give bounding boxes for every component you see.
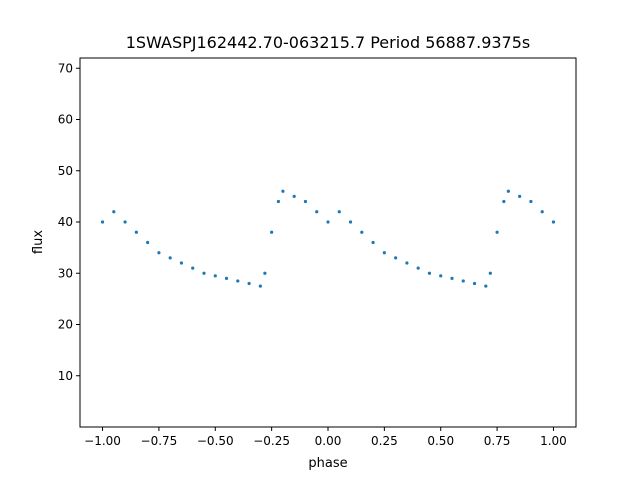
data-point bbox=[439, 274, 443, 278]
data-point bbox=[371, 240, 375, 245]
data-point bbox=[484, 284, 488, 288]
data-point bbox=[461, 279, 465, 283]
y-axis-label: flux bbox=[31, 230, 46, 254]
data-point bbox=[518, 194, 522, 198]
x-tick-label: −1.00 bbox=[84, 434, 121, 448]
data-point bbox=[123, 220, 127, 224]
data-point bbox=[405, 261, 409, 265]
chart-title: 1SWASPJ162442.70-063215.7 Period 56887.9… bbox=[126, 33, 531, 52]
data-point bbox=[179, 261, 184, 265]
data-point bbox=[263, 271, 267, 275]
data-point bbox=[472, 281, 477, 286]
y-tick-label: 70 bbox=[58, 61, 73, 75]
data-point bbox=[281, 189, 285, 193]
data-point bbox=[292, 194, 296, 198]
y-axis-ticks: 10 20 30 40 50 60 70 bbox=[58, 61, 80, 383]
x-tick-label: 1.00 bbox=[540, 434, 567, 448]
data-point bbox=[168, 256, 172, 260]
scatter-points bbox=[100, 189, 556, 288]
data-point bbox=[134, 230, 138, 234]
y-tick-label: 60 bbox=[58, 113, 73, 127]
data-point bbox=[529, 199, 533, 204]
data-point bbox=[488, 271, 492, 275]
data-point bbox=[394, 256, 398, 260]
data-point bbox=[551, 220, 556, 224]
y-tick-label: 30 bbox=[58, 266, 73, 280]
data-point bbox=[360, 230, 364, 234]
data-point bbox=[416, 266, 420, 270]
data-point bbox=[202, 271, 206, 275]
x-tick-label: 0.25 bbox=[371, 434, 398, 448]
data-point bbox=[270, 230, 274, 234]
x-tick-label: −0.25 bbox=[253, 434, 290, 448]
data-point bbox=[540, 210, 544, 214]
data-point bbox=[450, 276, 454, 280]
data-point bbox=[112, 210, 116, 214]
x-tick-label: −0.50 bbox=[197, 434, 234, 448]
data-point bbox=[100, 220, 105, 224]
y-tick-label: 50 bbox=[58, 164, 73, 178]
data-point bbox=[146, 240, 150, 245]
x-tick-label: 0.75 bbox=[484, 434, 511, 448]
data-point bbox=[276, 199, 280, 204]
data-point bbox=[213, 274, 217, 278]
data-point bbox=[326, 220, 330, 224]
y-tick-label: 40 bbox=[58, 215, 73, 229]
data-point bbox=[258, 284, 262, 288]
data-point bbox=[315, 210, 319, 214]
y-tick-label: 20 bbox=[58, 318, 73, 332]
x-tick-label: 0.00 bbox=[315, 434, 342, 448]
y-tick-label: 10 bbox=[58, 369, 73, 383]
data-point bbox=[191, 266, 195, 270]
x-axis-label: phase bbox=[308, 456, 347, 471]
data-point bbox=[236, 279, 240, 283]
data-point bbox=[337, 210, 341, 214]
data-point bbox=[303, 199, 308, 204]
data-point bbox=[506, 189, 510, 193]
x-tick-label: 0.50 bbox=[427, 434, 454, 448]
data-point bbox=[427, 271, 432, 275]
data-point bbox=[382, 251, 386, 255]
x-tick-label: −0.75 bbox=[141, 434, 178, 448]
data-point bbox=[157, 251, 161, 255]
x-axis-ticks: −1.00 −0.75 −0.50 −0.25 0.00 0.25 0.50 0.75 1.00 bbox=[84, 427, 567, 448]
data-point bbox=[247, 281, 251, 286]
data-point bbox=[224, 276, 229, 280]
data-point bbox=[495, 230, 499, 234]
data-point bbox=[502, 199, 506, 204]
data-point bbox=[348, 220, 353, 224]
